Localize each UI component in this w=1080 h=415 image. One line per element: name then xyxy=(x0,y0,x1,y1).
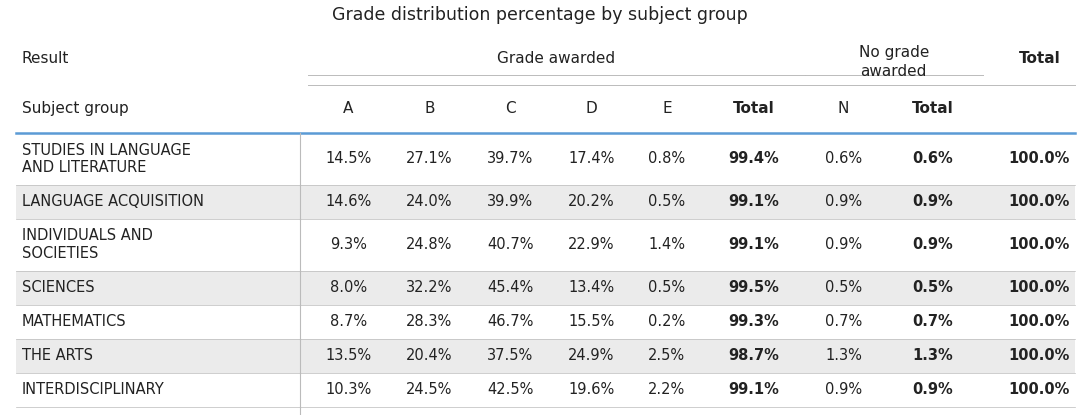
Text: 10.3%: 10.3% xyxy=(325,382,372,397)
Text: 22.9%: 22.9% xyxy=(568,237,615,252)
Text: 0.7%: 0.7% xyxy=(825,314,862,329)
Text: 0.8%: 0.8% xyxy=(648,151,686,166)
Bar xyxy=(16,339,1075,373)
Text: 99.4%: 99.4% xyxy=(728,151,779,166)
Bar xyxy=(16,305,1075,339)
Text: C: C xyxy=(505,101,515,117)
Text: 20.4%: 20.4% xyxy=(406,348,453,363)
Text: 0.9%: 0.9% xyxy=(825,382,862,397)
Text: 42.5%: 42.5% xyxy=(487,382,534,397)
Text: 2.5%: 2.5% xyxy=(648,348,686,363)
Text: 0.5%: 0.5% xyxy=(648,194,686,209)
Text: 13.5%: 13.5% xyxy=(325,348,372,363)
Text: 1.4%: 1.4% xyxy=(648,237,686,252)
Text: 0.7%: 0.7% xyxy=(913,314,953,329)
Text: 0.9%: 0.9% xyxy=(913,194,953,209)
Text: 17.4%: 17.4% xyxy=(568,151,615,166)
Text: 32.2%: 32.2% xyxy=(406,280,453,295)
Text: 99.1%: 99.1% xyxy=(728,194,779,209)
Text: 40.7%: 40.7% xyxy=(487,237,534,252)
Text: 0.5%: 0.5% xyxy=(913,280,953,295)
Text: No grade
awarded: No grade awarded xyxy=(859,46,929,79)
Text: 100.0%: 100.0% xyxy=(1009,280,1070,295)
Text: 8.0%: 8.0% xyxy=(329,280,367,295)
Text: 1.3%: 1.3% xyxy=(913,348,953,363)
Bar xyxy=(16,407,1075,415)
Bar xyxy=(16,271,1075,305)
Text: 100.0%: 100.0% xyxy=(1009,151,1070,166)
Text: B: B xyxy=(424,101,434,117)
Text: 99.5%: 99.5% xyxy=(728,280,779,295)
Text: Grade distribution percentage by subject group: Grade distribution percentage by subject… xyxy=(333,5,747,24)
Text: 9.3%: 9.3% xyxy=(329,237,367,252)
Text: 46.7%: 46.7% xyxy=(487,314,534,329)
Text: 13.4%: 13.4% xyxy=(568,280,615,295)
Text: INTERDISCIPLINARY: INTERDISCIPLINARY xyxy=(22,382,164,397)
Text: 37.5%: 37.5% xyxy=(487,348,534,363)
Text: 39.9%: 39.9% xyxy=(487,194,534,209)
Text: 24.5%: 24.5% xyxy=(406,382,453,397)
Text: STUDIES IN LANGUAGE
AND LITERATURE: STUDIES IN LANGUAGE AND LITERATURE xyxy=(22,142,190,175)
Text: 14.6%: 14.6% xyxy=(325,194,372,209)
Text: 27.1%: 27.1% xyxy=(406,151,453,166)
Text: E: E xyxy=(662,101,672,117)
Text: 24.8%: 24.8% xyxy=(406,237,453,252)
Text: 0.9%: 0.9% xyxy=(825,237,862,252)
Text: Result: Result xyxy=(22,51,69,66)
Text: 0.2%: 0.2% xyxy=(648,314,686,329)
Text: 14.5%: 14.5% xyxy=(325,151,372,166)
Text: 0.5%: 0.5% xyxy=(648,280,686,295)
Text: 0.5%: 0.5% xyxy=(825,280,862,295)
Text: 24.0%: 24.0% xyxy=(406,194,453,209)
Text: 100.0%: 100.0% xyxy=(1009,382,1070,397)
Text: THE ARTS: THE ARTS xyxy=(22,348,93,363)
Text: 24.9%: 24.9% xyxy=(568,348,615,363)
Text: 20.2%: 20.2% xyxy=(568,194,615,209)
Text: 39.7%: 39.7% xyxy=(487,151,534,166)
Text: Total: Total xyxy=(1018,51,1061,66)
Text: A: A xyxy=(343,101,353,117)
Text: 100.0%: 100.0% xyxy=(1009,194,1070,209)
Text: 1.3%: 1.3% xyxy=(825,348,862,363)
Text: SCIENCES: SCIENCES xyxy=(22,280,94,295)
Bar xyxy=(16,219,1075,271)
Text: 0.9%: 0.9% xyxy=(913,237,953,252)
Text: Subject group: Subject group xyxy=(22,101,129,117)
Text: 28.3%: 28.3% xyxy=(406,314,453,329)
Text: 98.7%: 98.7% xyxy=(728,348,779,363)
Bar xyxy=(16,133,1075,185)
Text: Total: Total xyxy=(912,101,954,117)
Text: Grade awarded: Grade awarded xyxy=(497,51,616,66)
Text: 15.5%: 15.5% xyxy=(568,314,615,329)
Bar xyxy=(16,373,1075,407)
Text: 19.6%: 19.6% xyxy=(568,382,615,397)
Text: 0.6%: 0.6% xyxy=(825,151,862,166)
Text: 99.1%: 99.1% xyxy=(728,237,779,252)
Text: 100.0%: 100.0% xyxy=(1009,314,1070,329)
Text: LANGUAGE ACQUISITION: LANGUAGE ACQUISITION xyxy=(22,194,204,209)
Text: 0.6%: 0.6% xyxy=(913,151,953,166)
Text: N: N xyxy=(838,101,849,117)
Text: D: D xyxy=(585,101,597,117)
Text: 45.4%: 45.4% xyxy=(487,280,534,295)
Text: 8.7%: 8.7% xyxy=(329,314,367,329)
Bar xyxy=(16,185,1075,219)
Text: 99.1%: 99.1% xyxy=(728,382,779,397)
Text: Total: Total xyxy=(732,101,774,117)
Text: 2.2%: 2.2% xyxy=(648,382,686,397)
Text: 100.0%: 100.0% xyxy=(1009,348,1070,363)
Text: 100.0%: 100.0% xyxy=(1009,237,1070,252)
Text: MATHEMATICS: MATHEMATICS xyxy=(22,314,126,329)
Text: 99.3%: 99.3% xyxy=(728,314,779,329)
Text: INDIVIDUALS AND
SOCIETIES: INDIVIDUALS AND SOCIETIES xyxy=(22,228,152,261)
Text: 0.9%: 0.9% xyxy=(825,194,862,209)
Text: 0.9%: 0.9% xyxy=(913,382,953,397)
